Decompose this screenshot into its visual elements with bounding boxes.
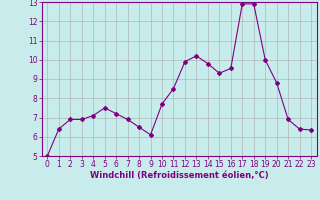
X-axis label: Windchill (Refroidissement éolien,°C): Windchill (Refroidissement éolien,°C) [90,171,268,180]
